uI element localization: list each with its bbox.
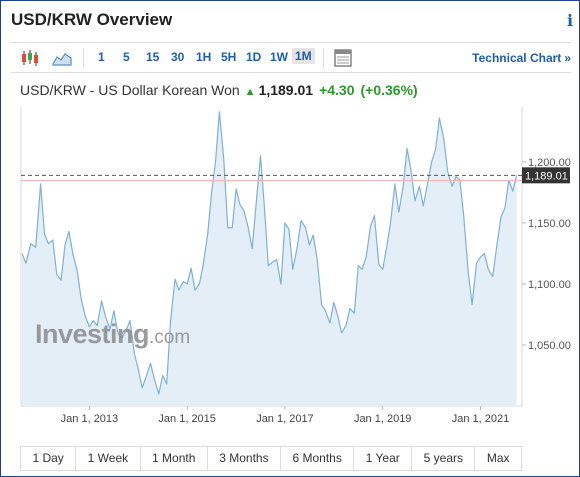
investing-logo: Investing.com [35,319,190,350]
x-tick-label: Jan 1, 2015 [158,413,216,425]
series-line [21,111,518,395]
timeframe-5h[interactable]: 5H [221,50,237,64]
logo-suffix: .com [149,327,191,348]
logo-main: Investing [35,319,150,349]
range-max[interactable]: Max [486,451,510,465]
technical-chart-link[interactable]: Technical Chart» [472,51,571,65]
candlestick-icon[interactable] [19,47,41,69]
y-tick-label: 1,050.00 [528,340,571,352]
x-tick-label: Jan 1, 2013 [61,413,119,425]
x-tick-label: Jan 1, 2019 [354,413,412,425]
x-tick-label: Jan 1, 2021 [452,413,510,425]
last-value-box [522,167,570,184]
arrow-up-icon: ▲ [244,86,256,98]
last-value-label: 1,189.01 [525,170,568,182]
y-tick-label: 1,150.00 [528,218,571,230]
x-tick-label: Jan 1, 2017 [256,413,314,425]
y-tick-label: 1,100.00 [528,279,571,291]
chart-toolbar: 1 5 15 30 1H 5H 1D 1W 1M Technical Chart… [11,42,571,73]
range-6-months[interactable]: 6 Months [281,447,355,470]
range-1-year[interactable]: 1 Year [354,447,413,470]
info-icon[interactable]: i [567,11,574,30]
toolbar-separator [323,48,324,68]
range-1-month[interactable]: 1 Month [141,447,208,470]
timeframe-1h[interactable]: 1H [196,50,212,64]
range-1-day[interactable]: 1 Day [21,447,77,470]
range-3-months[interactable]: 3 Months [208,447,282,470]
price-change: +4.30 [319,82,355,98]
quote-line: USD/KRW - US Dollar Korean Won ▲ 1,189.01 +… [20,82,418,98]
range-5-years[interactable]: 5 years [412,447,476,470]
page-title: USD/KRW Overview [11,10,173,29]
table-icon[interactable] [332,47,354,69]
timeframe-1w[interactable]: 1W [270,50,288,64]
timeframe-1[interactable]: 1 [98,50,105,64]
timeframe-1m[interactable]: 1M [292,48,315,64]
instrument-name: USD/KRW - US Dollar Korean Won [20,82,240,98]
series-area-fill [22,111,517,407]
last-price: 1,189.01 [258,82,314,98]
timeframe-5[interactable]: 5 [123,50,130,64]
timeframe-15[interactable]: 15 [146,50,160,64]
price-change-percent: (+0.36%) [360,82,418,98]
toolbar-separator [83,48,84,68]
technical-chart-label: Technical Chart [472,51,562,65]
range-selector: 1 Day 1 Week 1 Month 3 Months 6 Months 1… [20,446,522,471]
range-1-week[interactable]: 1 Week [76,447,141,470]
y-tick-label: 1,200.00 [528,157,571,169]
timeframe-1d[interactable]: 1D [246,50,262,64]
timeframe-30[interactable]: 30 [171,50,185,64]
double-chevron-right-icon: » [564,51,571,65]
area-chart-icon[interactable] [51,47,73,69]
